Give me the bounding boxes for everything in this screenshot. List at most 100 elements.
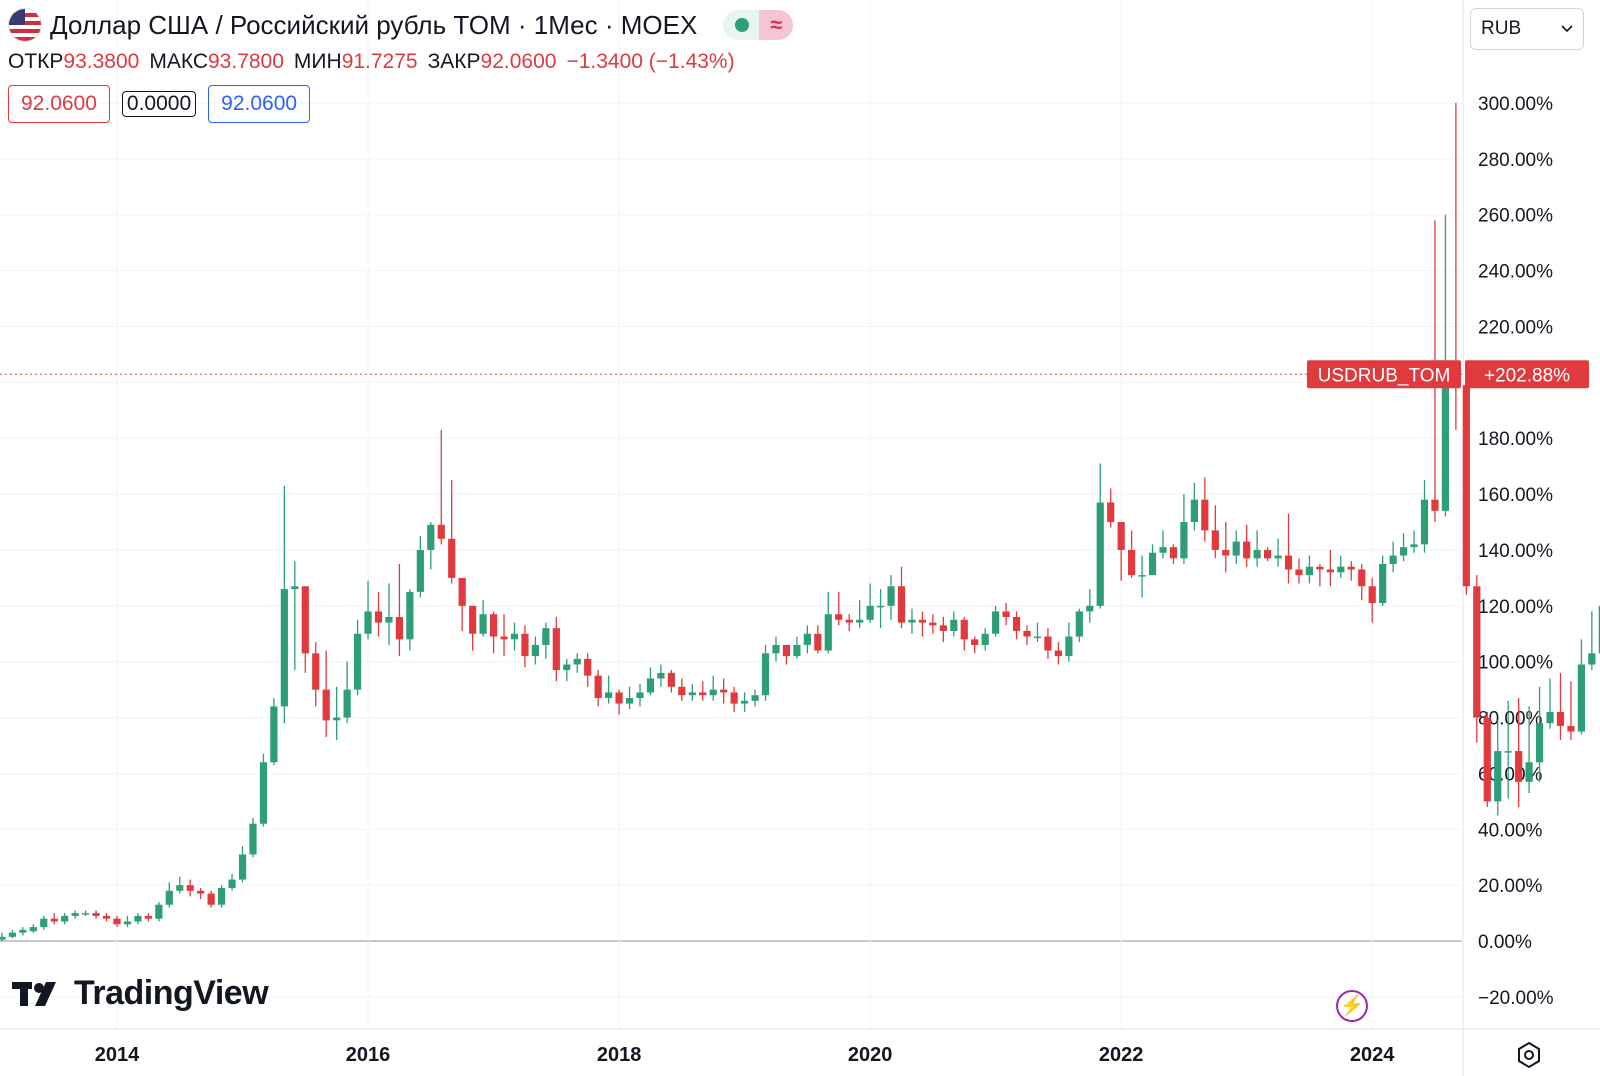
low-label: МИН (293, 50, 342, 73)
tradingview-logo[interactable]: TradingView (12, 974, 269, 1013)
candle (1494, 720, 1502, 816)
candle (197, 887, 205, 900)
candle-body (165, 890, 173, 905)
candle-body (814, 633, 822, 651)
wave-icon: ≈ (759, 10, 794, 40)
candle-body (1232, 541, 1240, 556)
candle (636, 684, 644, 707)
candle-body (134, 915, 142, 922)
candle-body (960, 619, 968, 640)
candle (343, 661, 351, 724)
y-tick-label: 100.00% (1478, 653, 1553, 674)
symbol-title[interactable]: Доллар США / Российский рубль TOM · 1Мес… (50, 9, 698, 40)
x-tick-label: 2020 (848, 1044, 893, 1066)
candle (1504, 700, 1512, 799)
candle (1473, 575, 1481, 743)
candle (876, 589, 885, 629)
candle (176, 876, 184, 894)
candle (19, 927, 27, 936)
candle-body (1033, 636, 1042, 639)
candle-body (155, 904, 163, 919)
market-status-pill[interactable]: ≈ (723, 10, 794, 40)
candle-body (186, 885, 194, 891)
gear-icon[interactable] (1514, 1040, 1544, 1070)
candle (144, 913, 152, 922)
change-value: −1.3400 (−1.43%) (566, 50, 735, 73)
candle-body (437, 524, 445, 539)
candle (751, 689, 759, 707)
candle-body (207, 893, 215, 905)
candle-body (908, 619, 916, 623)
candle (1347, 561, 1355, 581)
candle (688, 684, 696, 701)
candle (291, 561, 299, 671)
candle-body (40, 918, 48, 928)
candle (793, 636, 801, 659)
candle (531, 636, 539, 665)
candle-body (385, 617, 393, 623)
x-tick-label: 2024 (1350, 1044, 1395, 1066)
candle-body (1222, 549, 1230, 556)
candle-body (353, 633, 362, 690)
candle (29, 924, 37, 933)
lightning-icon[interactable]: ⚡ (1336, 990, 1368, 1022)
candle (950, 611, 958, 637)
candle (918, 611, 927, 637)
candle (416, 535, 424, 598)
candle-body (1567, 725, 1575, 732)
candle-body (1535, 723, 1544, 763)
candle-body (1473, 586, 1481, 718)
open-label: ОТКР (8, 50, 64, 73)
candle-body (741, 700, 749, 704)
candle-body (406, 591, 414, 640)
candle (102, 913, 111, 922)
y-tick-label: 280.00% (1478, 150, 1553, 171)
candle-body (1358, 569, 1366, 587)
candle (1326, 549, 1334, 587)
candle-body (416, 549, 424, 592)
candle-body (364, 611, 372, 634)
candle-body (1295, 569, 1303, 576)
candle-body (1274, 555, 1282, 559)
candle (1535, 686, 1544, 782)
candle (594, 670, 602, 707)
candle (479, 600, 487, 637)
candle (939, 617, 947, 643)
candle-body (824, 614, 832, 651)
candle (469, 605, 477, 651)
candle (1211, 505, 1219, 559)
candle-body (312, 653, 320, 690)
candle (1033, 622, 1042, 643)
candle-body (0, 936, 6, 940)
x-tick-label: 2018 (597, 1044, 642, 1066)
candle (186, 879, 194, 897)
currency-select[interactable]: RUB (1470, 8, 1584, 50)
candle-body (1389, 555, 1397, 564)
candle-body (395, 617, 404, 640)
candle-body (374, 611, 383, 623)
candle (552, 617, 560, 682)
candle (563, 658, 571, 682)
tradingview-logo-icon (12, 981, 56, 1006)
candle (1274, 538, 1282, 567)
candle (395, 563, 404, 657)
candle-body (793, 644, 801, 657)
y-tick-label: 180.00% (1478, 429, 1553, 450)
candle (824, 591, 832, 654)
bid-box[interactable]: 92.0600 (8, 85, 110, 123)
candle (1075, 608, 1083, 643)
candle-body (521, 633, 529, 657)
candle (510, 622, 519, 651)
candle (1567, 681, 1575, 740)
candle-body (270, 706, 278, 763)
y-tick-label: 40.00% (1478, 820, 1543, 841)
high-label: МАКС (149, 50, 208, 73)
candle-body (552, 628, 560, 671)
candle-body (249, 823, 257, 855)
candle-body (458, 577, 466, 606)
ask-box[interactable]: 92.0600 (208, 85, 311, 123)
y-axis: 300.00% 280.00% 260.00% 240.00% 220.00% 180.0… (1478, 94, 1554, 1009)
high-value: 93.7800 (208, 50, 284, 73)
